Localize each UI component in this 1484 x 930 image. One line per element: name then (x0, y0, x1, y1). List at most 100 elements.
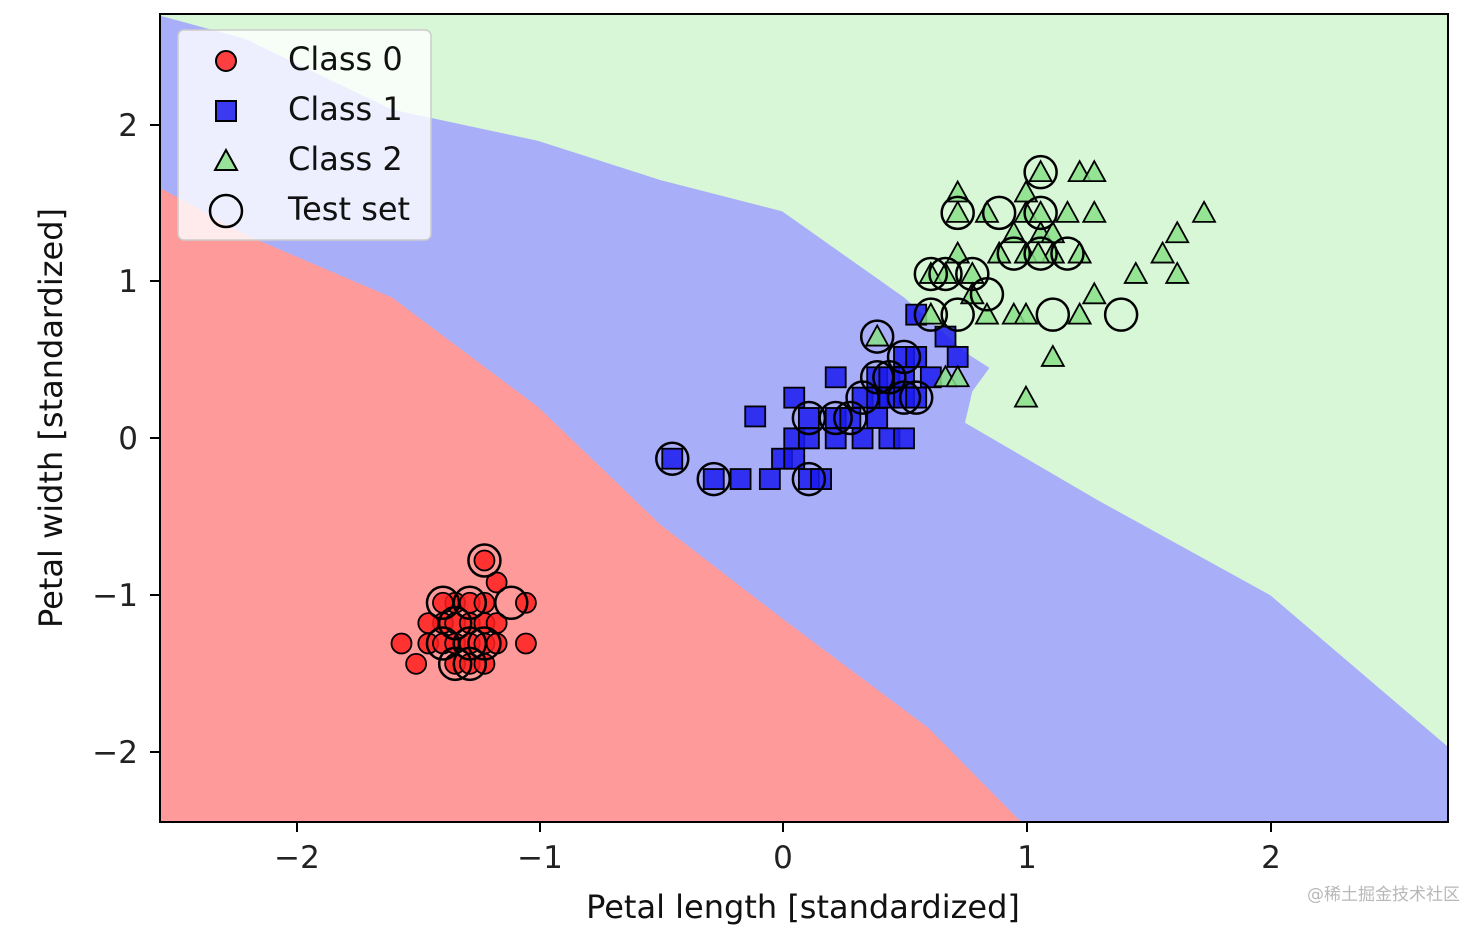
y-tick-0: 0 (118, 421, 160, 457)
class-1-point (744, 405, 767, 428)
test-set-point (833, 400, 868, 436)
test-set-point (437, 646, 473, 682)
legend: Class 0 Class 1 Class 2 Test set (177, 29, 432, 241)
test-set-point (859, 360, 895, 395)
y-tick-1: 1 (118, 264, 160, 300)
axis-ticks: −2 −1 0 1 2 2 1 0 (92, 108, 1281, 876)
class-1-point (797, 407, 820, 429)
class-1-point (905, 386, 928, 409)
test-set-point (791, 461, 827, 497)
class-0-point (515, 632, 537, 655)
x-tick-label: 0 (773, 840, 793, 876)
test-set-point (913, 297, 949, 332)
test-set-point (655, 441, 690, 476)
x-tick-1: 1 (1017, 822, 1037, 876)
y-tick-label: −2 (92, 735, 138, 771)
class-0-point (405, 652, 428, 675)
test-set-point (467, 543, 502, 578)
class-0-point (390, 632, 413, 655)
x-tick-label: 2 (1261, 840, 1281, 876)
test-set-point (1023, 154, 1058, 190)
test-set-point (928, 256, 963, 292)
test-set-point (1023, 236, 1058, 271)
test-set-point (791, 400, 827, 436)
class-2-point (918, 301, 944, 325)
class-1-point (758, 468, 781, 490)
test-set-point (940, 297, 975, 332)
legend-circle-marker (215, 50, 237, 72)
class-2-point (1028, 200, 1054, 223)
class-2-point (945, 200, 971, 223)
class-2-point (1150, 240, 1176, 264)
legend-ring-marker (208, 193, 244, 229)
y-axis-label: Petal width [standardized] (32, 208, 70, 628)
class-2-point (1028, 159, 1054, 183)
class-2-point (945, 364, 971, 388)
plot-frame (159, 13, 1449, 823)
class-2-point (945, 179, 971, 203)
legend-entry-class-0: Class 0 (215, 40, 403, 78)
test-set-point (1050, 236, 1085, 271)
class-2-point (1013, 384, 1039, 408)
legend-triangle-marker (213, 147, 239, 171)
y-tick-minus2: −2 (92, 735, 160, 771)
class-0-point (515, 591, 537, 614)
class-2-point (1001, 220, 1027, 244)
class-2-point (1081, 159, 1107, 183)
class-2-point (1040, 344, 1066, 367)
class-2-point (1164, 261, 1190, 284)
x-axis-label: Petal length [standardized] (586, 888, 1020, 926)
class-2-point (1164, 220, 1190, 244)
class-1-point (824, 366, 847, 389)
class-2-point (1081, 200, 1107, 223)
legend-entry-class-2: Class 2 (213, 140, 403, 178)
test-set-point (898, 380, 934, 415)
class-1-point (810, 468, 832, 490)
class-1-point (729, 468, 752, 490)
y-tick-label: 2 (118, 108, 138, 144)
class-1-point (661, 447, 684, 470)
class-2-point (974, 301, 1000, 325)
class-2-point (1081, 281, 1107, 305)
test-set-point (996, 236, 1032, 271)
test-set-point (494, 585, 529, 621)
x-tick-label: 1 (1017, 840, 1037, 876)
plot-area (159, 13, 1449, 823)
legend-label: Class 0 (288, 40, 403, 78)
legend-box (177, 29, 432, 241)
class-0-point (432, 591, 454, 614)
x-tick-label: −1 (517, 840, 563, 876)
test-set-point (1035, 297, 1071, 332)
x-tick-0: 0 (773, 822, 793, 876)
legend-label: Class 2 (288, 140, 403, 178)
test-set-point (969, 277, 1005, 312)
class-0-point (485, 632, 508, 655)
scatter-points (390, 154, 1217, 682)
test-set-point (452, 646, 488, 682)
test-set-point (425, 626, 461, 661)
y-tick-2: 2 (118, 108, 160, 144)
class-2-point (1025, 240, 1051, 264)
test-set-point (886, 380, 922, 415)
y-tick-label: 1 (118, 264, 138, 300)
region-class-0 (160, 187, 1022, 822)
y-tick-label: −1 (92, 578, 138, 614)
x-tick-2: 2 (1261, 822, 1281, 876)
test-set-point (859, 319, 895, 354)
class-2-point (1054, 200, 1080, 223)
legend-entry-test-set: Test set (208, 190, 410, 229)
legend-square-marker (215, 100, 237, 122)
legend-entry-class-1: Class 1 (215, 90, 403, 128)
class-2-point (864, 323, 890, 347)
class-0-point (473, 549, 496, 572)
x-tick-minus2: −2 (274, 822, 320, 876)
legend-label: Class 1 (288, 90, 403, 128)
test-set-point (913, 256, 949, 292)
test-set-point (886, 339, 922, 375)
class-1-point (905, 346, 928, 368)
class-1-point (946, 346, 969, 368)
y-tick-minus1: −1 (92, 578, 160, 614)
test-set-point (940, 195, 975, 231)
test-set-point (425, 585, 461, 621)
